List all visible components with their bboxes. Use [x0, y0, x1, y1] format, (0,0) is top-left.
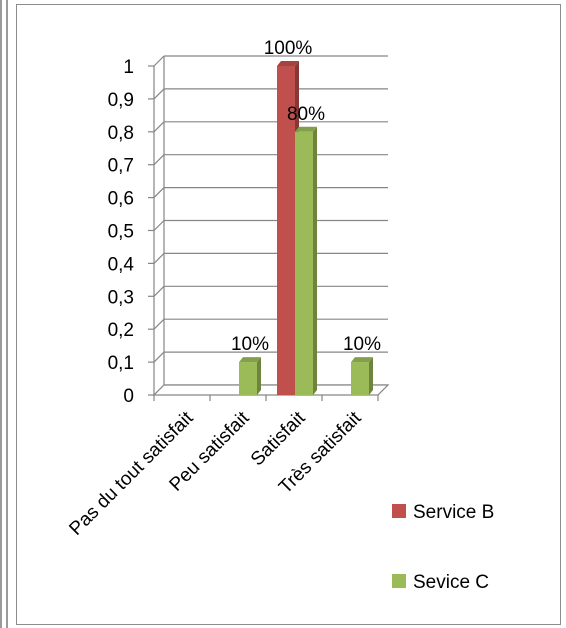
y-tick-label: 0,3	[108, 287, 134, 308]
bar-side	[257, 357, 261, 395]
gridline-side	[153, 55, 165, 67]
bar-top	[239, 357, 261, 363]
frame-left-inner-border	[6, 0, 8, 628]
gridline-side	[153, 318, 165, 330]
gridline-side	[153, 121, 165, 133]
bar-top	[295, 126, 317, 132]
y-tick-label: 0,5	[108, 222, 134, 243]
legend-label: Service B	[413, 502, 494, 523]
bar-top	[277, 61, 299, 66]
grid-layer	[148, 55, 390, 401]
bars-layer	[239, 61, 373, 396]
gridline-side	[153, 88, 165, 100]
bar-front	[351, 362, 369, 395]
gridline-side	[153, 154, 165, 166]
bar-front	[295, 131, 313, 396]
bar-front	[277, 66, 295, 395]
y-tick-label: 0,7	[108, 156, 134, 177]
y-tick-label: 0	[123, 386, 134, 407]
y-tick-label: 0,4	[108, 254, 135, 275]
y-tick-label: 0,9	[108, 90, 134, 111]
data-label: 10%	[343, 334, 381, 355]
data-label: 10%	[231, 334, 269, 355]
bar	[351, 357, 373, 395]
bar-top	[351, 357, 373, 363]
legend-label: Sevice C	[413, 572, 489, 593]
data-label: 80%	[287, 104, 325, 125]
data-label: 100%	[264, 38, 313, 59]
bar	[295, 126, 317, 396]
frame-left-border	[0, 0, 2, 628]
bar-side	[369, 357, 373, 395]
y-tick-label: 0,8	[108, 123, 134, 144]
legend-swatch	[392, 504, 406, 518]
bar-side	[313, 126, 317, 396]
gridline-side	[153, 351, 165, 363]
gridline-side	[153, 252, 165, 264]
data-labels: 100% 10% 80% 10%	[231, 38, 381, 355]
gridline-side	[153, 187, 165, 199]
gridline-side	[153, 285, 165, 297]
bar-front	[239, 362, 257, 395]
y-tick-label: 1	[123, 57, 134, 78]
y-tick-label: 0,6	[108, 189, 134, 210]
y-tick-label: 0,2	[108, 320, 134, 341]
y-tick-label: 0,1	[108, 353, 134, 374]
legend-swatch	[392, 574, 406, 588]
gridline-side	[153, 220, 165, 231]
legend: Service B Sevice C	[392, 502, 494, 593]
y-tick-labels: 0 0,1 0,2 0,3 0,4 0,5 0,6 0,7 0,8 0,9 1	[108, 57, 135, 407]
bar	[239, 357, 261, 395]
